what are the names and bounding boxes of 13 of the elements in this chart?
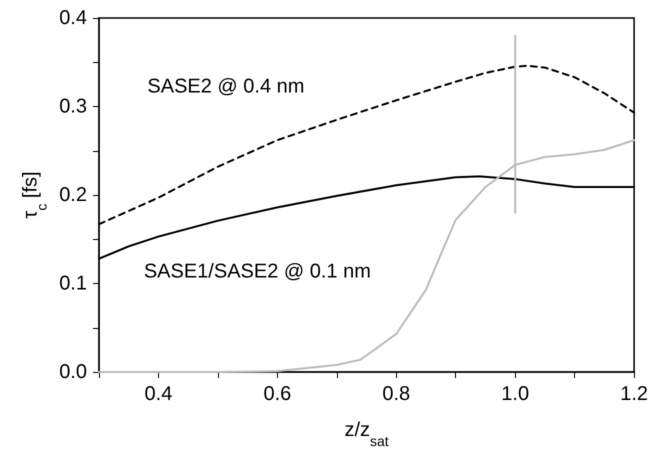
x-tick-label: 0.8 — [382, 383, 410, 405]
y-tick-label: 0.0 — [59, 361, 87, 383]
x-tick-label: 0.4 — [144, 383, 172, 405]
series-label: SASE2 @ 0.4 nm — [147, 76, 304, 98]
x-tick-label: 0.6 — [263, 383, 292, 405]
x-tick-label: 1.2 — [620, 383, 648, 405]
y-tick-label: 0.2 — [59, 184, 87, 206]
y-tick-label: 0.1 — [59, 272, 87, 294]
y-tick-label: 0.4 — [59, 7, 87, 29]
y-axis-title: τc [fs] — [19, 171, 50, 219]
series-label: SASE1/SASE2 @ 0.1 nm — [144, 260, 371, 282]
x-tick-label: 1.0 — [501, 383, 530, 405]
y-tick-label: 0.3 — [59, 96, 87, 118]
